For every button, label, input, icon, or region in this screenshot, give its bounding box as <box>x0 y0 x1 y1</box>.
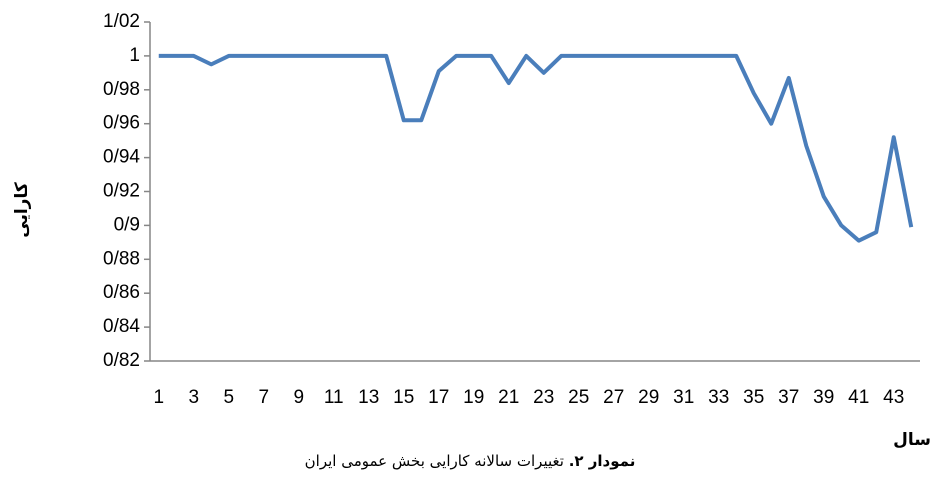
data-line <box>158 53 914 243</box>
y-tick-label: 0/84 <box>103 316 140 337</box>
x-tick-label: 43 <box>883 387 904 408</box>
caption: نمودار ۲. تغییرات سالانه کارایی بخش عموم… <box>200 452 740 470</box>
y-tick-label: 0/96 <box>103 113 140 134</box>
x-tick-label: 37 <box>778 387 799 408</box>
x-tick-label: 23 <box>533 387 554 408</box>
x-tick-label: 35 <box>743 387 764 408</box>
y-axis-label: کارایی <box>12 182 32 238</box>
y-tick-label: 0/82 <box>103 350 140 371</box>
x-tick-label: 19 <box>463 387 484 408</box>
y-tick-label: 0/98 <box>103 79 140 100</box>
caption-label: نمودار ۲. <box>568 452 636 470</box>
x-tick-label: 27 <box>603 387 624 408</box>
x-tick-label: 5 <box>223 387 234 408</box>
x-tick-label: 11 <box>324 387 344 408</box>
x-tick-label: 39 <box>813 387 834 408</box>
caption-text: تغییرات سالانه کارایی بخش عمومی ایران <box>304 452 564 470</box>
x-tick-label: 41 <box>848 387 869 408</box>
y-tick-label: 0/9 <box>114 214 140 235</box>
y-tick-label: 0/94 <box>103 147 140 168</box>
x-axis-label: سال <box>893 430 931 450</box>
x-tick-label: 7 <box>258 387 269 408</box>
x-tick-label: 29 <box>638 387 659 408</box>
x-tick-label: 17 <box>428 387 449 408</box>
x-tick-label: 1 <box>153 387 164 408</box>
x-tick-label: 3 <box>188 387 199 408</box>
x-tick-label: 21 <box>498 387 519 408</box>
x-tick-label: 9 <box>293 387 304 408</box>
x-tick-label: 13 <box>358 387 379 408</box>
x-tick-label: 15 <box>393 387 414 408</box>
y-tick-label: 1 <box>129 45 140 66</box>
x-tick-label: 25 <box>568 387 589 408</box>
y-tick-label: 0/92 <box>103 181 140 202</box>
y-tick-label: 0/86 <box>103 282 140 303</box>
y-tick-label: 0/88 <box>103 248 140 269</box>
x-tick-label: 33 <box>708 387 729 408</box>
y-tick-label: 1/02 <box>103 11 140 32</box>
x-tick-label: 31 <box>673 387 694 408</box>
